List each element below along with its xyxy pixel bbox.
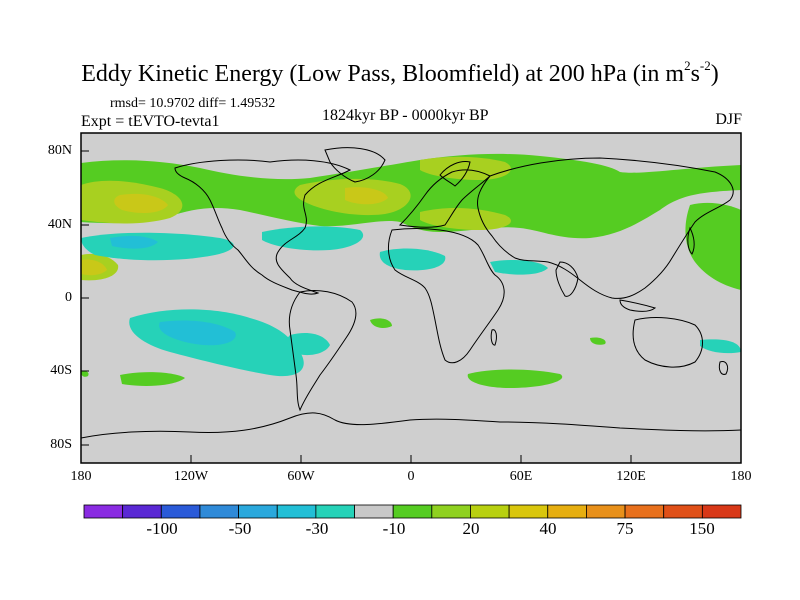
colorbar-swatch — [238, 504, 278, 519]
anomaly-region-yellowgreen-3 — [420, 156, 511, 180]
y-tick-label-40s: 40S — [50, 363, 72, 378]
colorbar-swatch — [663, 504, 703, 519]
anomaly-region-yellow-1 — [114, 193, 168, 213]
experiment-label: Expt = tEVTO-tevta1 — [81, 113, 220, 130]
coastlines — [81, 147, 741, 439]
coastline-new-zealand — [718, 361, 729, 375]
x-tick-label-60e: 60E — [509, 469, 533, 484]
anomaly-region-east-pacific — [685, 202, 741, 290]
stats-line: rmsd= 10.9702 diff= 1.49532 — [110, 96, 276, 111]
colorbar-label-7: 75 — [616, 519, 634, 538]
title-close: ) — [710, 61, 719, 87]
coastline-south-america — [288, 289, 357, 412]
colorbar-swatch — [160, 504, 201, 519]
colorbar-swatch — [624, 504, 665, 519]
colorbar-swatch — [547, 504, 587, 519]
y-tick-label-80s: 80S — [50, 437, 72, 452]
coastline-africa — [387, 228, 505, 364]
x-tick-label-180-right: 180 — [730, 469, 752, 484]
plot-title: Eddy Kinetic Energy (Low Pass, Bloomfiel… — [0, 58, 800, 88]
anomaly-region-yellowgreen-4 — [420, 208, 511, 230]
anomaly-region-australia-cyan — [700, 339, 741, 354]
x-tick-label-120w: 120W — [173, 469, 209, 484]
colorbar-swatch — [276, 504, 317, 519]
coastline-greenland — [324, 147, 386, 183]
colorbar-label-3: -30 — [305, 519, 329, 538]
colorbar-label-6: 40 — [539, 519, 557, 538]
coastline-japan — [687, 226, 695, 255]
axis-ticks — [80, 150, 742, 463]
x-tick-label-120e: 120E — [616, 469, 646, 484]
y-tick-label-80n: 80N — [47, 143, 72, 158]
title-sup-1: 2 — [684, 58, 691, 73]
colorbar-label-1: -100 — [146, 519, 178, 538]
anomaly-region-southern-green-2 — [467, 369, 563, 388]
title-main: Eddy Kinetic Energy (Low Pass, Bloomfiel… — [81, 61, 685, 87]
colorbar-swatch — [586, 504, 626, 519]
coastline-australia — [632, 317, 703, 368]
colorbar-swatch — [83, 504, 124, 519]
colorbar-swatch — [508, 504, 549, 519]
coastline-asia — [477, 157, 734, 299]
anomaly-fields — [81, 153, 741, 388]
anomaly-region-north-atlantic-cyan — [262, 226, 364, 251]
title-mid: s — [690, 61, 700, 87]
colorbar-label-4: -10 — [382, 519, 406, 538]
anomaly-region-southern-green-1 — [120, 372, 185, 386]
colorbar-label-2: -50 — [228, 519, 252, 538]
coastline-india — [555, 261, 579, 297]
coastline-madagascar — [490, 329, 497, 346]
colorbar-swatch — [199, 504, 239, 519]
anomaly-region-north-pacific-core — [110, 235, 158, 249]
colorbar — [83, 504, 742, 519]
anomaly-region-south-atlantic — [286, 333, 330, 356]
season-label: DJF — [715, 111, 742, 128]
anomaly-region-south-pacific-core — [159, 320, 236, 346]
colorbar-swatch — [701, 504, 742, 519]
y-tick-label-40n: 40N — [47, 217, 72, 232]
anomaly-region-southern-green-3 — [370, 318, 392, 328]
title-sup-2: -2 — [699, 58, 711, 73]
anomaly-region-arabia-cyan — [490, 260, 548, 275]
anomaly-region-north-band — [81, 153, 741, 239]
anomaly-region-yellow-2 — [345, 187, 388, 205]
colorbar-swatch — [122, 504, 162, 519]
period-label: 1824kyr BP - 0000kyr BP — [322, 107, 489, 124]
colorbar-label-5: 20 — [462, 519, 480, 538]
x-tick-label-60w: 60W — [287, 469, 315, 484]
colorbar-swatch — [315, 504, 355, 519]
colorbar-swatch — [392, 504, 433, 519]
colorbar-swatch — [354, 504, 394, 519]
x-tick-label-0: 0 — [407, 469, 415, 484]
anomaly-region-africa-cyan — [379, 248, 446, 271]
y-tick-label-0: 0 — [65, 290, 72, 305]
coastline-north-america — [174, 159, 352, 295]
anomaly-region-yellow-3 — [81, 259, 107, 276]
anomaly-region-southern-green-4 — [590, 337, 606, 345]
coastline-antarctica — [81, 412, 741, 439]
x-tick-label-180-left: 180 — [70, 469, 92, 484]
colorbar-swatch — [470, 504, 510, 519]
coastline-indonesia — [619, 299, 657, 312]
anomaly-region-southern-green-5 — [81, 371, 89, 377]
colorbar-swatch — [431, 504, 471, 519]
colorbar-label-8: 150 — [689, 519, 715, 538]
coastline-scandinavia — [439, 161, 471, 187]
